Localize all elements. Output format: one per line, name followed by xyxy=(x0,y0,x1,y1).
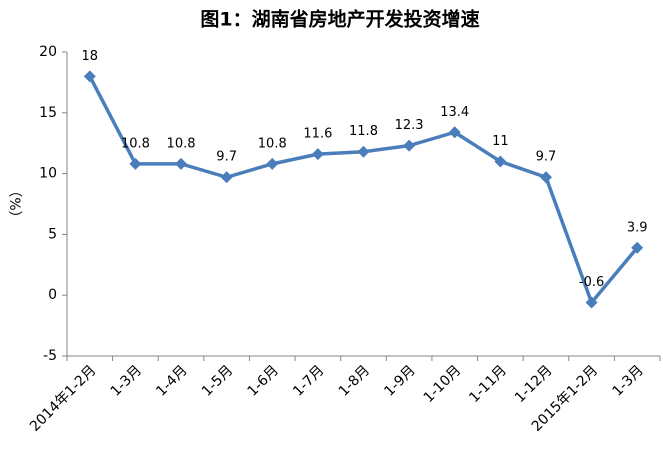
x-tick-label: 1-11月 xyxy=(466,362,510,406)
y-tick-label: 0 xyxy=(48,287,57,303)
data-label: 10.8 xyxy=(167,136,196,151)
data-point xyxy=(494,155,507,168)
x-tick-label: 1-9月 xyxy=(381,362,418,399)
data-point xyxy=(129,157,142,170)
data-point xyxy=(175,157,188,170)
x-tick-label: 1-8月 xyxy=(336,362,373,399)
y-axis-label: （%） xyxy=(6,183,22,224)
data-label: 10.8 xyxy=(121,136,150,151)
x-tick-label: 1-4月 xyxy=(153,362,190,399)
data-label: 11.8 xyxy=(349,124,378,139)
data-label: 9.7 xyxy=(536,150,557,165)
data-label: 12.3 xyxy=(395,118,424,133)
data-point xyxy=(311,148,324,161)
chart-title: 图1：湖南省房地产开发投资增速 xyxy=(200,8,479,31)
data-label: 13.4 xyxy=(440,105,469,120)
data-point xyxy=(357,145,370,158)
x-tick-label: 1-3月 xyxy=(609,362,646,399)
data-label: 10.8 xyxy=(258,136,287,151)
data-label: -0.6 xyxy=(579,275,604,290)
y-tick-label: -5 xyxy=(43,348,57,364)
data-point xyxy=(448,126,461,139)
data-label: 18 xyxy=(82,49,99,64)
data-point xyxy=(539,171,552,184)
x-tick-label: 1-10月 xyxy=(421,362,465,406)
y-tick-label: 20 xyxy=(39,44,57,60)
data-label: 11 xyxy=(492,134,509,149)
y-tick-label: 5 xyxy=(48,226,57,242)
x-tick-label: 2014年1-2月 xyxy=(27,362,99,434)
data-label: 9.7 xyxy=(216,150,237,165)
y-tick-label: 15 xyxy=(39,105,57,121)
x-tick-label: 1-6月 xyxy=(245,362,282,399)
data-point xyxy=(403,139,416,152)
data-point xyxy=(220,171,233,184)
y-tick-label: 10 xyxy=(39,166,57,182)
series-line xyxy=(88,75,639,305)
data-point xyxy=(585,296,598,309)
data-point xyxy=(83,70,96,83)
data-point xyxy=(266,157,279,170)
x-tick-label: 1-12月 xyxy=(512,362,556,406)
x-tick-label: 1-5月 xyxy=(199,362,236,399)
x-tick-label: 1-7月 xyxy=(290,362,327,399)
data-label: 11.6 xyxy=(303,127,332,142)
data-label: 3.9 xyxy=(627,220,648,235)
x-tick-label: 1-3月 xyxy=(108,362,145,399)
data-point xyxy=(631,241,644,254)
